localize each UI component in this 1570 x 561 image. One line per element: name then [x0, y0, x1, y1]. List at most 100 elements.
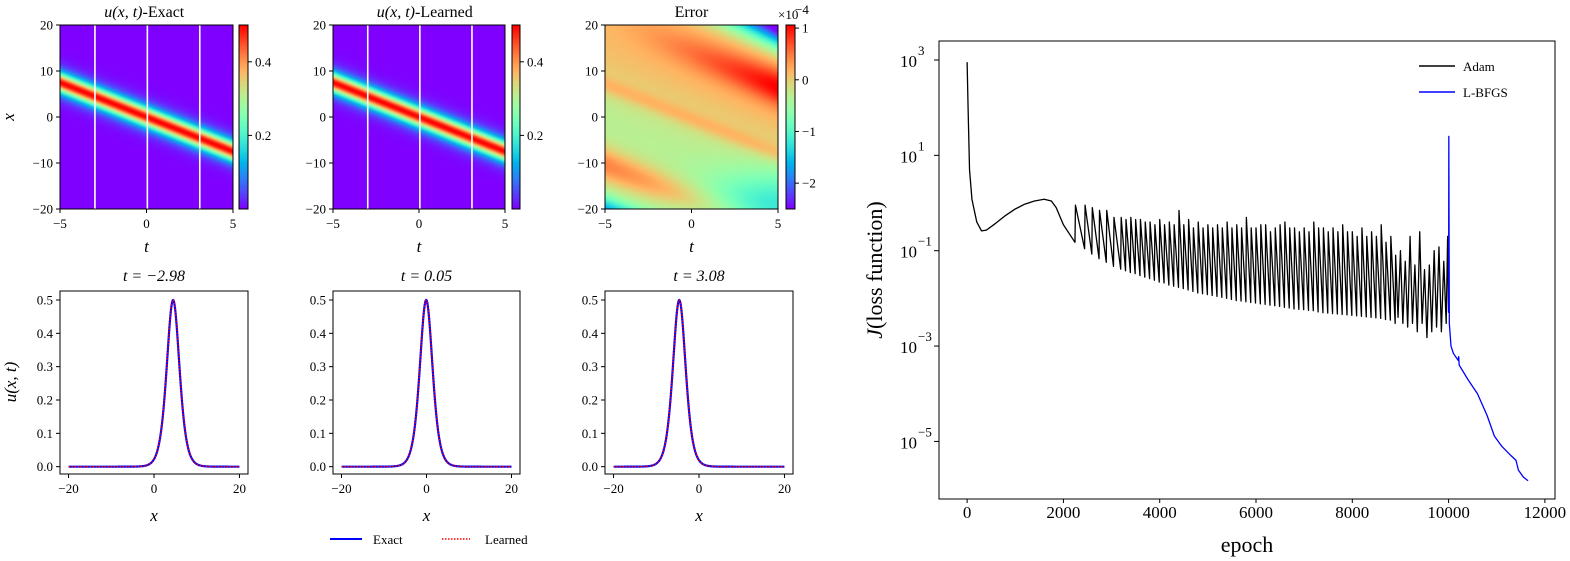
colorbar [512, 25, 520, 209]
x-tick-label: 0 [688, 216, 695, 231]
loss-plot [938, 40, 1556, 500]
exact-solution-line [341, 298, 512, 468]
colorbar-tick-label: 0.4 [527, 54, 544, 69]
y-tick-label: 10 [40, 64, 53, 79]
y-tick-label: 0.0 [310, 459, 326, 474]
x-tick-label: 0 [416, 216, 423, 231]
colorbar-scale-exponent: −4 [795, 2, 809, 17]
colorbar-scale-base: ×10 [778, 7, 798, 22]
y-tick-label: 0 [320, 110, 327, 125]
x-tick-label: 0 [151, 481, 158, 496]
y-tick-label-base: 10 [900, 243, 917, 262]
y-tick-label: −10 [306, 156, 326, 171]
y-tick-label-exponent: 1 [918, 138, 925, 153]
y-tick-label: 0.5 [37, 293, 53, 308]
learned-solution-line [68, 299, 240, 468]
x-tick-label: 5 [775, 216, 782, 231]
y-axis-label: u(x, t) [1, 361, 20, 402]
y-axis-label: J(loss function) [862, 201, 887, 338]
colorbar-frame [511, 24, 521, 210]
heatmap-image [60, 25, 233, 209]
colorbar-tick-label: 0.2 [527, 128, 543, 143]
y-tick-label: 10 [585, 64, 598, 79]
series-line-lbfgs [1447, 135, 1529, 482]
y-tick-label-exponent: −5 [918, 424, 932, 439]
panel-title: -Exact [143, 4, 185, 21]
x-axis-label: x [149, 506, 158, 525]
x-tick-label: 5 [230, 216, 237, 231]
learned-solution-line [613, 299, 785, 468]
slice-plot-2 [332, 290, 521, 475]
colorbar-tick-label: 0.2 [255, 128, 271, 143]
x-tick-label: 20 [505, 481, 518, 496]
axes-frame [332, 290, 521, 475]
y-tick-label: 10 [313, 64, 326, 79]
y-tick-label: 0 [592, 110, 599, 125]
legend-label: L-BFGS [1463, 85, 1508, 100]
heatmap-panel-3 [604, 24, 799, 210]
colorbar-tick-label: 1 [802, 21, 809, 36]
slice-plot-1 [59, 290, 249, 475]
y-tick-label: 0.3 [37, 359, 53, 374]
y-tick-label: −10 [578, 156, 598, 171]
legend-learned-label: Learned [485, 532, 528, 547]
slice-plot-3 [604, 290, 794, 475]
loss-legend [1419, 65, 1455, 93]
y-tick-label: −20 [578, 202, 598, 217]
x-tick-label: 0 [143, 216, 150, 231]
colorbar [786, 25, 795, 209]
y-tick-label: 0.1 [582, 426, 598, 441]
y-tick-label: 0.5 [582, 293, 598, 308]
x-tick-label: 0 [423, 481, 430, 496]
y-tick-label: 0.4 [310, 326, 327, 341]
y-tick-label: 0.1 [37, 426, 53, 441]
y-tick-label: 20 [313, 18, 326, 33]
y-tick-label: −20 [306, 202, 326, 217]
y-axis-label: x [0, 113, 18, 122]
y-tick-label: −20 [33, 202, 53, 217]
x-tick-label: −5 [53, 216, 67, 231]
colorbar-tick-label: 0 [802, 72, 809, 87]
panel-title: t = 3.08 [673, 268, 724, 285]
x-tick-label: 10000 [1427, 503, 1470, 522]
x-tick-label: −20 [331, 481, 351, 496]
y-tick-label: 20 [40, 18, 53, 33]
y-tick-label: 0.2 [582, 393, 598, 408]
x-tick-label: 0 [696, 481, 703, 496]
x-tick-label: 8000 [1335, 503, 1369, 522]
exact-solution-line [613, 298, 785, 468]
colorbar-tick-label: −1 [802, 124, 816, 139]
y-tick-label-exponent: −1 [918, 234, 932, 249]
x-tick-label: 20 [233, 481, 246, 496]
x-tick-label: 4000 [1143, 503, 1177, 522]
panel-title: -Learned [415, 4, 473, 21]
x-tick-label: 12000 [1524, 503, 1567, 522]
heatmap-panel-1 [59, 24, 252, 210]
heatmap-panel-2 [332, 24, 524, 210]
x-tick-label: 5 [502, 216, 509, 231]
y-tick-label: 0.2 [37, 393, 53, 408]
panel-title: t = −2.98 [123, 268, 185, 285]
x-axis-label: x [694, 506, 703, 525]
x-axis-label: t [144, 237, 150, 256]
series-line-adam [966, 62, 1450, 339]
x-tick-label: −20 [58, 481, 78, 496]
y-tick-label: −10 [33, 156, 53, 171]
y-tick-label-exponent: 3 [918, 43, 925, 58]
x-axis-label: t [689, 237, 695, 256]
x-axis-label: epoch [1221, 532, 1274, 557]
x-axis-label: t [417, 237, 423, 256]
panel-title-math: u(x, t) [104, 4, 142, 21]
y-tick-label: 0.1 [310, 426, 326, 441]
colorbar-tick-label: 0.4 [255, 54, 272, 69]
legend-exact-label: Exact [373, 532, 403, 547]
legend-label: Adam [1463, 59, 1495, 74]
y-axis-label-math: J [862, 328, 887, 339]
x-axis-label: x [422, 506, 431, 525]
x-tick-label: 0 [963, 503, 972, 522]
y-tick-label: 0.4 [37, 326, 54, 341]
y-tick-label: 0.3 [582, 359, 598, 374]
y-tick-label: 0 [47, 110, 54, 125]
y-tick-label-base: 10 [900, 338, 917, 357]
